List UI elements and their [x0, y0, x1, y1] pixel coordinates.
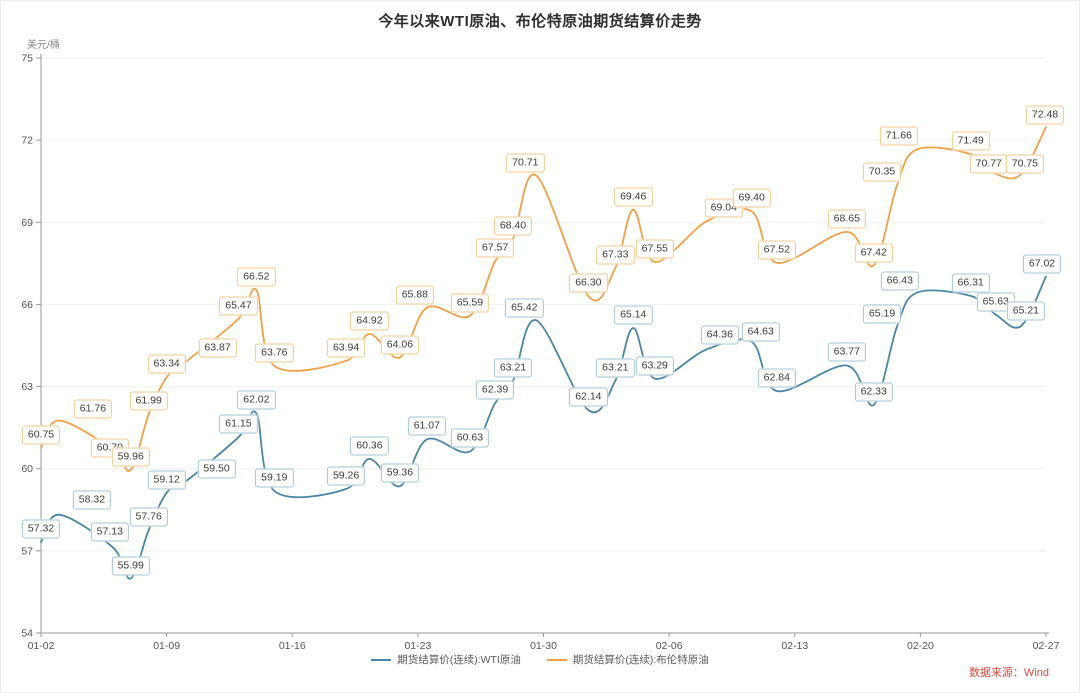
x-tick-label: 02-06: [656, 640, 683, 652]
legend-item-brent[interactable]: 期货结算价(连续):布伦特原油: [546, 652, 709, 667]
y-tick-label: 75: [21, 53, 33, 65]
x-tick-label: 01-16: [279, 640, 306, 652]
legend: 期货结算价(连续):WTI原油 期货结算价(连续):布伦特原油: [1, 652, 1079, 667]
wti-line-swatch: [371, 658, 392, 661]
y-tick-label: 66: [21, 299, 33, 311]
y-tick-label: 63: [21, 381, 33, 393]
y-tick-label: 60: [21, 463, 33, 475]
x-tick-label: 01-30: [530, 640, 557, 652]
legend-label-wti: 期货结算价(连续):WTI原油: [397, 654, 521, 666]
x-tick-label: 01-02: [28, 640, 55, 652]
x-tick-label: 01-09: [153, 640, 180, 652]
y-axis-unit-label: 美元/桶: [27, 40, 60, 51]
x-tick-label: 02-27: [1033, 640, 1060, 652]
y-tick-label: 72: [21, 135, 33, 147]
legend-item-wti[interactable]: 期货结算价(连续):WTI原油: [371, 652, 521, 667]
legend-label-brent: 期货结算价(连续):布伦特原油: [572, 654, 709, 666]
y-tick-label: 57: [21, 545, 33, 557]
y-tick-label: 54: [21, 628, 33, 640]
x-tick-label: 02-13: [781, 640, 808, 652]
x-tick-label: 02-20: [907, 640, 934, 652]
chart-title: 今年以来WTI原油、布伦特原油期货结算价走势: [378, 13, 702, 30]
wti-series-line: [40, 275, 1047, 580]
y-tick-label: 69: [21, 217, 33, 229]
data-source-note: 数据来源：Wind: [968, 667, 1049, 679]
brent-line-swatch: [546, 658, 567, 661]
x-tick-label: 01-23: [404, 640, 431, 652]
brent-series-line: [40, 126, 1047, 472]
